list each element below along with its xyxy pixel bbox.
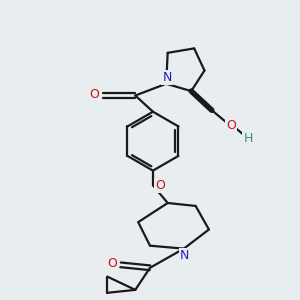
Text: O: O [107, 257, 117, 270]
Text: O: O [226, 119, 236, 132]
Text: O: O [90, 88, 100, 101]
Text: N: N [180, 249, 189, 262]
Text: H: H [243, 132, 253, 145]
Text: N: N [162, 71, 172, 84]
Text: O: O [155, 179, 165, 192]
